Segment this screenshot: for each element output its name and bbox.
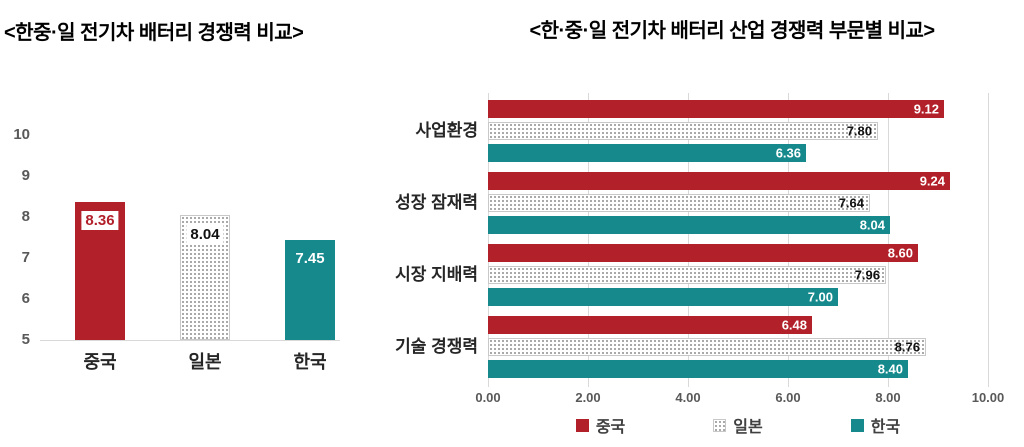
legend-label: 중국 — [595, 419, 626, 436]
gridline — [588, 93, 589, 387]
legend: 중국 일본 한국 — [488, 413, 988, 437]
legend-swatch-japan — [713, 418, 727, 432]
bar-value-label: 8.36 — [81, 211, 119, 230]
right-chart-title: <한·중·일 전기차 배터리 산업 경쟁력 부문별 비교> — [529, 20, 935, 42]
gridline — [888, 93, 889, 387]
bar-japan: 8.76 — [488, 338, 926, 356]
bar-china: 9.12 — [488, 100, 944, 118]
legend-item-china: 중국 — [575, 413, 626, 437]
y-tick-label: 10 — [13, 126, 30, 143]
bar-japan: 8.04 — [180, 215, 230, 340]
bar-korea: 8.04 — [488, 216, 890, 234]
bar-value-label: 9.24 — [919, 173, 945, 189]
bar-value-label: 8.60 — [887, 245, 913, 261]
bar-china: 6.48 — [488, 316, 812, 334]
bar-china: 8.36 — [75, 202, 125, 340]
x-tick-label: 2.00 — [575, 390, 601, 405]
bar-value-label: 7.64 — [838, 195, 864, 211]
bar-value-label: 8.04 — [186, 225, 224, 244]
left-chart-title: <한중·일 전기차 배터리 경쟁력 비교> — [4, 22, 304, 44]
y-tick-label: 8 — [21, 208, 30, 225]
bar-china: 8.60 — [488, 244, 918, 262]
bar-value-label: 7.80 — [846, 123, 872, 139]
bar-korea: 7.00 — [488, 288, 838, 306]
bar-korea: 7.45 — [285, 240, 335, 340]
category-label: 한국 — [293, 352, 327, 372]
bar-china: 9.24 — [488, 172, 950, 190]
x-tick-label: 4.00 — [675, 390, 701, 405]
left-chart: <한중·일 전기차 배터리 경쟁력 비교> 10 9 8 7 6 5 8.36 중국 8.04 일… — [0, 0, 350, 447]
bar-value-label: 7.00 — [807, 289, 833, 305]
bar-value-label: 6.36 — [775, 145, 801, 161]
gridline — [788, 93, 789, 387]
bar-japan: 7.64 — [488, 194, 870, 212]
x-axis-line — [40, 340, 340, 341]
bar-japan: 7.80 — [488, 122, 878, 140]
category-label: 사업환경 — [415, 121, 478, 140]
category-label: 시장 지배력 — [395, 265, 478, 284]
category-label: 기술 경쟁력 — [395, 337, 478, 356]
legend-item-japan: 일본 — [713, 413, 763, 437]
bar-value-label: 6.48 — [781, 317, 807, 333]
legend-item-korea: 한국 — [850, 413, 901, 437]
bar-value-label: 7.96 — [854, 267, 880, 283]
y-tick-label: 7 — [21, 249, 30, 266]
bar-japan: 7.96 — [488, 266, 886, 284]
gridline — [688, 93, 689, 387]
y-tick-label: 9 — [21, 167, 30, 184]
bar-value-label: 7.45 — [295, 250, 325, 267]
bar-korea: 6.36 — [488, 144, 806, 162]
y-tick-label: 6 — [21, 290, 30, 307]
legend-swatch-china — [575, 418, 589, 432]
category-label: 성장 잠재력 — [395, 193, 478, 212]
bar-korea: 8.40 — [488, 360, 908, 378]
category-label: 일본 — [188, 352, 222, 372]
category-label: 중국 — [83, 352, 117, 372]
x-tick-label: 8.00 — [875, 390, 901, 405]
bar-value-label: 8.04 — [859, 217, 885, 233]
y-tick-label: 5 — [21, 331, 30, 348]
gridline — [488, 93, 489, 387]
right-chart: <한·중·일 전기차 배터리 산업 경쟁력 부문별 비교> 0.00 2.00 4.… — [350, 0, 1024, 447]
bar-value-label: 9.12 — [913, 101, 939, 117]
legend-label: 일본 — [733, 419, 763, 436]
gridline — [988, 93, 989, 387]
bar-value-label: 8.76 — [894, 339, 920, 355]
legend-swatch-korea — [850, 418, 864, 432]
x-tick-label: 10.00 — [971, 390, 1005, 405]
x-tick-label: 6.00 — [775, 390, 801, 405]
bar-value-label: 8.40 — [877, 361, 903, 377]
legend-label: 한국 — [870, 419, 901, 436]
x-tick-label: 0.00 — [475, 390, 501, 405]
